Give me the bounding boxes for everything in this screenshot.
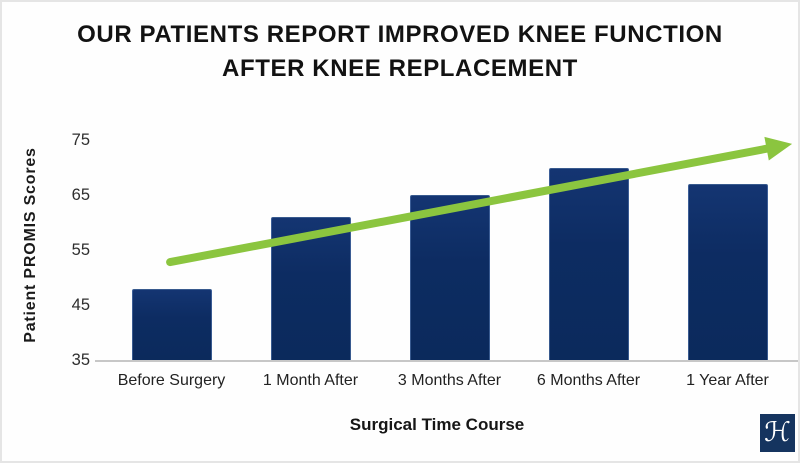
y-tick-label: 35 [71,351,90,369]
bar-slot [519,129,658,360]
x-category-label: 3 Months After [397,372,502,389]
x-axis-line [95,360,798,362]
bar-4 [548,167,629,360]
chart-title-line-2: AFTER KNEE REPLACEMENT [222,55,578,82]
bar-slot [241,129,380,360]
x-category-label: 1 Year After [686,372,769,389]
bar-1 [131,288,212,360]
chart-title: OUR PATIENTS REPORT IMPROVED KNEE FUNCTI… [2,18,798,86]
bar-2 [270,217,351,360]
chart-title-line-1: OUR PATIENTS REPORT IMPROVED KNEE FUNCTI… [77,21,723,48]
bars-container [102,129,797,360]
y-axis-ticks: 35 45 55 65 75 [42,129,90,369]
hospital-logo: ℋ [760,414,795,452]
x-category-label: 6 Months After [536,372,641,389]
bar-5 [687,184,768,360]
bar-slot [380,129,519,360]
y-tick-label: 75 [71,131,90,149]
bar-slot [658,129,797,360]
y-tick-label: 55 [71,241,90,259]
y-tick-label: 65 [71,186,90,204]
y-tick-label: 45 [71,296,90,314]
x-category-label: 1 Month After [262,372,359,389]
plot-area [95,129,798,362]
x-category-label: Before Surgery [117,372,226,389]
bar-slot [102,129,241,360]
x-axis-category-labels: Before Surgery 1 Month After 3 Months Afte… [102,370,797,392]
bar-3 [409,195,490,360]
logo-monogram-icon: ℋ [764,416,791,448]
x-axis-title: Surgical Time Course [349,415,525,434]
